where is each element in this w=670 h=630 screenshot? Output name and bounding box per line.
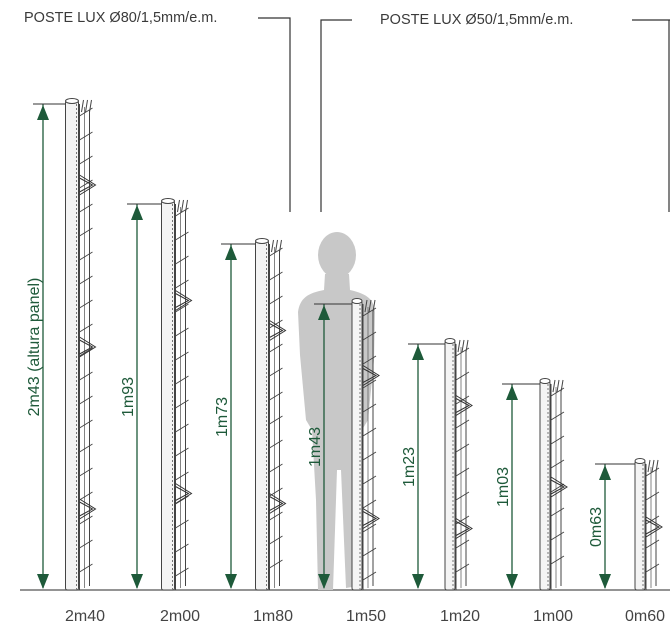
post-height-label: 2m00 bbox=[160, 608, 200, 625]
panel-height-label: 1m43 bbox=[307, 427, 324, 467]
panel-height-label: 2m43 (altura panel) bbox=[26, 278, 43, 417]
height-dimension bbox=[408, 343, 450, 589]
fence-panel-7: 0m63 0m60 bbox=[588, 458, 665, 625]
mesh-panel bbox=[645, 459, 663, 590]
post bbox=[161, 200, 175, 591]
post-height-label: 1m80 bbox=[253, 608, 293, 625]
panels-layer: 2m43 (altura panel)2m401m932m001m731m801… bbox=[26, 98, 665, 625]
fence-panel-5: 1m23 1m20 bbox=[401, 338, 480, 625]
panel-height-label: 1m03 bbox=[495, 467, 512, 507]
panel-height-label: 0m63 bbox=[588, 507, 605, 547]
fence-panel-1: 2m43 (altura panel) 2m40 bbox=[26, 98, 105, 625]
mesh-panel bbox=[455, 339, 473, 590]
fence-panel-3: 1m73 1m80 bbox=[214, 238, 293, 625]
post-height-label: 1m20 bbox=[440, 608, 480, 625]
post-height-label: 2m40 bbox=[65, 608, 105, 625]
panel-height-label: 1m23 bbox=[401, 447, 418, 487]
post-80-leader-line bbox=[258, 17, 291, 212]
post-height-label: 1m50 bbox=[346, 608, 386, 625]
height-dimension bbox=[221, 243, 262, 589]
mesh-panel bbox=[175, 199, 193, 590]
fence-panel-6: 1m03 1m00 bbox=[495, 378, 573, 625]
mesh-panel bbox=[362, 299, 380, 590]
panel-height-label: 1m73 bbox=[214, 397, 231, 437]
post-height-label: 1m00 bbox=[533, 608, 573, 625]
fence-panel-4: 1m43 1m50 bbox=[307, 298, 386, 625]
fence-panel-2: 1m93 2m00 bbox=[120, 198, 200, 625]
post-50-leader-line bbox=[320, 19, 352, 212]
height-dimension bbox=[502, 383, 545, 589]
post-height-label: 0m60 bbox=[625, 608, 665, 625]
post-80-annotation: POSTE LUX Ø80/1,5mm/e.m. bbox=[24, 10, 291, 212]
mesh-panel bbox=[269, 239, 287, 590]
post-50-label: POSTE LUX Ø50/1,5mm/e.m. bbox=[380, 12, 573, 28]
panel-height-label: 1m93 bbox=[120, 377, 137, 417]
post-50-annotation: POSTE LUX Ø50/1,5mm/e.m. bbox=[320, 12, 670, 212]
mesh-panel bbox=[550, 379, 568, 590]
mesh-panel bbox=[79, 99, 97, 590]
height-dimension bbox=[314, 303, 357, 589]
height-dimension bbox=[595, 463, 640, 589]
post-80-label: POSTE LUX Ø80/1,5mm/e.m. bbox=[24, 10, 217, 26]
